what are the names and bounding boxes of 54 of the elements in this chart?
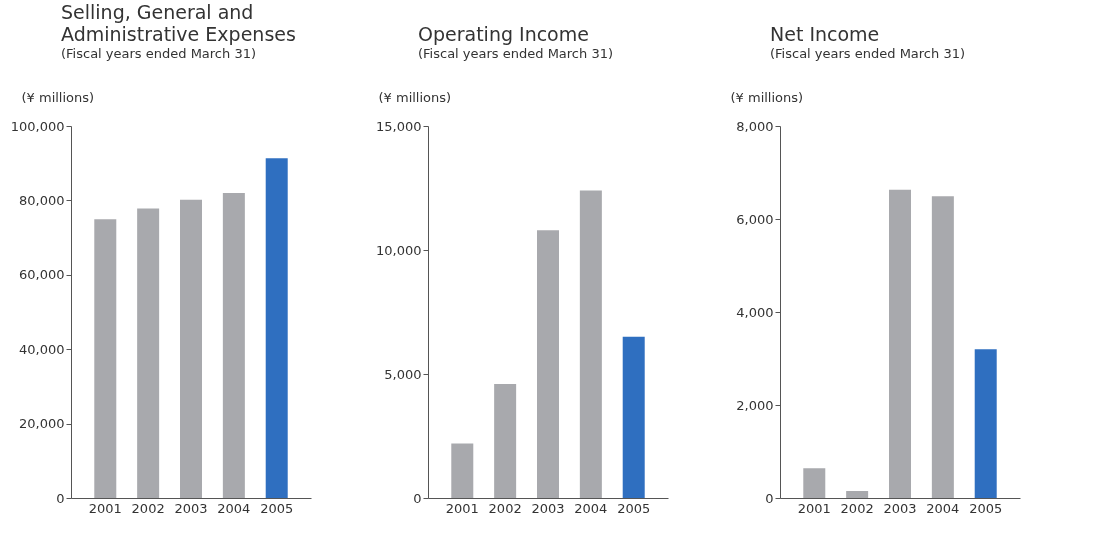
y-tick-label: 15,000 (376, 118, 422, 134)
bar (180, 199, 202, 498)
bar (931, 196, 954, 498)
bar (846, 491, 869, 498)
x-tick-label: 2004 (217, 500, 251, 516)
bar (579, 190, 602, 498)
bar (537, 230, 559, 498)
x-tick-label: 2001 (445, 500, 479, 516)
x-tick-label: 2004 (926, 500, 960, 516)
bar (137, 208, 160, 498)
bar (889, 189, 911, 498)
y-axis-title: (¥ millions) (730, 89, 804, 105)
y-tick-label: 5,000 (384, 366, 422, 382)
y-tick-label: 0 (413, 490, 422, 506)
x-tick-label: 2001 (797, 500, 831, 516)
y-tick-label: 20,000 (19, 416, 65, 432)
bar (622, 336, 645, 498)
x-tick-label: 2003 (174, 500, 208, 516)
bar (94, 219, 117, 498)
y-tick-label: 8,000 (736, 118, 774, 134)
y-axis-title: (¥ millions) (21, 89, 95, 105)
bar (265, 158, 288, 498)
x-tick-label: 2003 (531, 500, 565, 516)
x-tick-label: 2002 (488, 500, 522, 516)
x-tick-label: 2001 (88, 500, 122, 516)
bar (494, 383, 517, 498)
bar (451, 443, 474, 498)
chart-subtitle: (Fiscal years ended March 31) (61, 46, 256, 61)
y-tick-label: 0 (765, 490, 774, 506)
x-tick-label: 2002 (840, 500, 874, 516)
y-tick-label: 2,000 (736, 397, 774, 413)
y-tick-label: 80,000 (19, 192, 65, 208)
y-tick-label: 100,000 (10, 118, 65, 134)
x-tick-label: 2005 (617, 500, 651, 516)
x-tick-label: 2005 (969, 500, 1003, 516)
y-tick-label: 0 (56, 490, 65, 506)
chart-title: Selling, General and Administrative Expenses (61, 1, 296, 45)
y-tick-label: 6,000 (736, 211, 774, 227)
y-tick-label: 40,000 (19, 341, 65, 357)
bar (222, 192, 245, 498)
chart-subtitle: (Fiscal years ended March 31) (770, 46, 965, 61)
chart-subtitle: (Fiscal years ended March 31) (418, 46, 613, 61)
chart-title: Net Income (770, 23, 880, 45)
y-tick-label: 10,000 (376, 242, 422, 258)
x-tick-label: 2002 (131, 500, 165, 516)
y-tick-label: 60,000 (19, 267, 65, 283)
x-tick-label: 2004 (574, 500, 608, 516)
chart-title: Operating Income (418, 23, 589, 45)
x-tick-label: 2005 (260, 500, 294, 516)
bar (974, 349, 997, 498)
y-axis-title: (¥ millions) (378, 89, 452, 105)
y-tick-label: 4,000 (736, 304, 774, 320)
x-tick-label: 2003 (883, 500, 917, 516)
bar (803, 468, 826, 498)
